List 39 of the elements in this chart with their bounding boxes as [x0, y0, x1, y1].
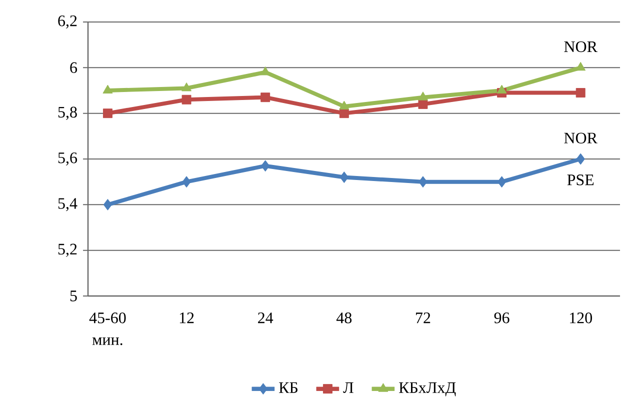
x-tick-label: 120	[570, 312, 592, 324]
x-tick-label: 48	[336, 312, 352, 324]
point	[339, 108, 349, 118]
y-tick-label: 6,2	[58, 15, 77, 29]
x-tick-label: 12	[180, 312, 194, 324]
y-tick-label: 5,2	[58, 244, 77, 257]
x-tick-label: 96	[494, 312, 510, 324]
y-tick-label: 5	[70, 290, 77, 302]
point	[418, 176, 428, 188]
point	[102, 108, 112, 118]
point	[418, 99, 428, 109]
annotation: NOR	[564, 41, 598, 52]
y-tick-label: 5,4	[58, 198, 78, 212]
point	[496, 84, 507, 94]
y-tick-label: 5,8	[58, 106, 77, 120]
x-tick-label: 72	[416, 312, 430, 324]
x-tick-label: 24	[258, 312, 274, 324]
annotation: PSE	[567, 174, 594, 186]
point	[339, 100, 350, 110]
point	[576, 62, 586, 71]
point	[418, 92, 428, 100]
legend-label: КБхЛхД	[398, 382, 456, 396]
annotation: NOR	[564, 132, 598, 144]
point	[102, 84, 113, 94]
legend-label: КБ	[278, 382, 298, 393]
legend-label: Л	[343, 382, 354, 394]
point	[260, 160, 270, 172]
point	[576, 153, 585, 165]
x-axis-title: мин.	[92, 338, 122, 346]
point	[103, 198, 112, 210]
x-tick-label: 45-60	[89, 312, 126, 324]
point	[182, 82, 192, 92]
point	[260, 92, 270, 102]
y-tick-label: 6	[70, 62, 78, 74]
y-tick-label: 5,6	[58, 152, 78, 166]
point	[497, 176, 506, 188]
point	[182, 176, 191, 188]
point	[576, 88, 586, 98]
point	[182, 94, 192, 104]
